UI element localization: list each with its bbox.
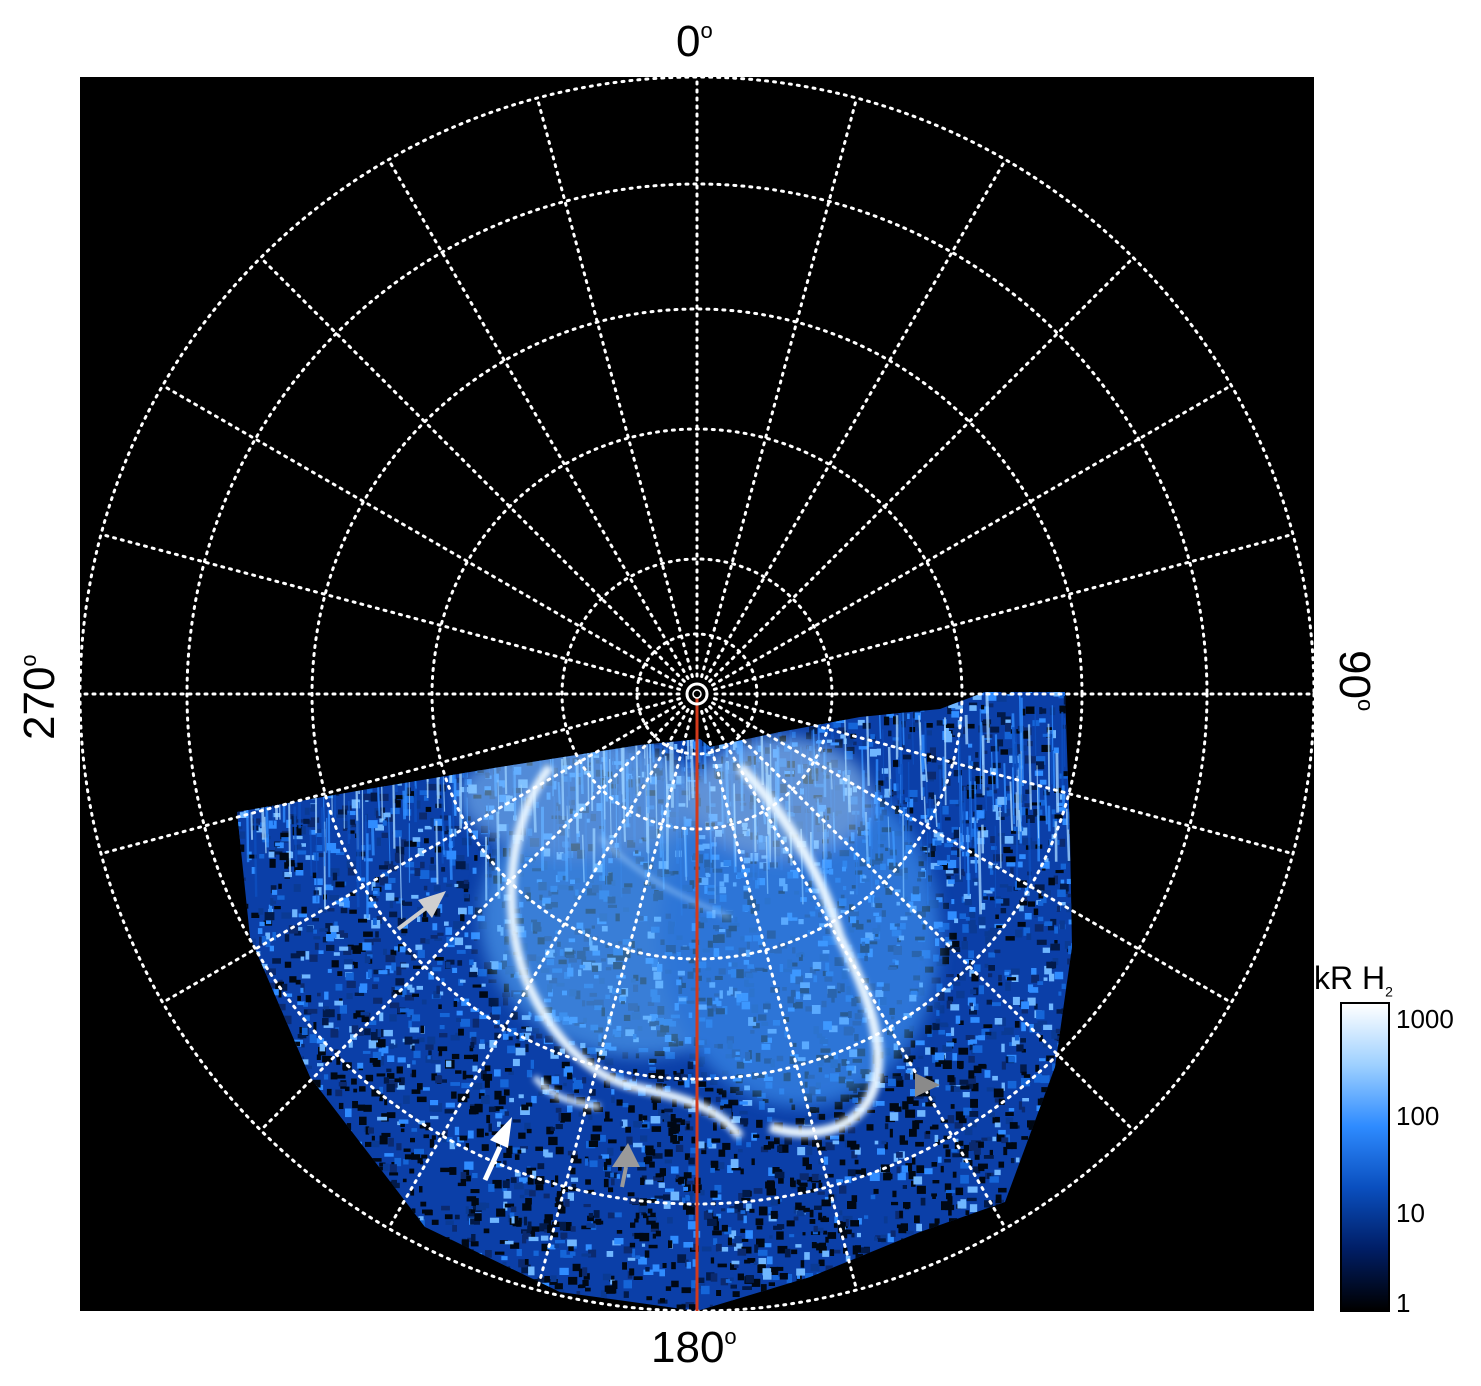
- colorbar-tick-1000: 1000: [1396, 1004, 1454, 1034]
- colorbar-tick-10: 10: [1396, 1198, 1425, 1228]
- lat-lon-grid: [80, 77, 1314, 1311]
- longitude-spoke: [535, 96, 694, 679]
- arrowhead-gray-right: [915, 1073, 940, 1097]
- pole-marker: [685, 682, 709, 706]
- colorbar-tick-1: 1: [1396, 1288, 1411, 1318]
- longitude-spoke: [712, 697, 1295, 856]
- colorbar-tick-100: 100: [1396, 1101, 1440, 1131]
- longitude-spoke: [704, 708, 1007, 1230]
- longitude-spoke: [711, 384, 1233, 687]
- longitude-spoke: [708, 256, 1135, 683]
- longitude-spoke: [259, 705, 686, 1132]
- latitude-circle: [560, 557, 834, 831]
- polar-map-canvas: [80, 77, 1314, 1311]
- longitude-spoke: [161, 384, 683, 687]
- label-90-degrees: 90o: [1330, 650, 1379, 712]
- longitude-spoke: [387, 158, 690, 680]
- longitude-spoke: [711, 701, 1233, 1004]
- colorbar-title: kR H2: [1314, 960, 1393, 1000]
- longitude-spoke: [535, 709, 694, 1292]
- label-180-degrees: 180o: [651, 1323, 737, 1372]
- longitude-spoke: [700, 96, 859, 679]
- longitude-spoke: [99, 697, 682, 856]
- longitude-spoke: [704, 158, 1007, 680]
- arrow-white-lower: [482, 1117, 512, 1182]
- longitude-spoke: [700, 709, 859, 1292]
- label-0-degrees: 0o: [676, 17, 713, 66]
- longitude-spoke: [161, 701, 683, 1004]
- longitude-spoke: [99, 532, 682, 691]
- label-270-degrees: 270o: [15, 654, 64, 740]
- longitude-spoke: [387, 708, 690, 1230]
- longitude-spoke: [708, 705, 1135, 1132]
- arrow-white-upper-left: [396, 891, 446, 931]
- polar-projection-image: [80, 77, 1314, 1311]
- longitude-spoke: [712, 532, 1295, 691]
- longitude-spoke: [259, 256, 686, 683]
- arrow-gray-lower: [612, 1143, 640, 1188]
- auroral-oval: [506, 763, 884, 1140]
- colorbar: [1340, 1002, 1390, 1312]
